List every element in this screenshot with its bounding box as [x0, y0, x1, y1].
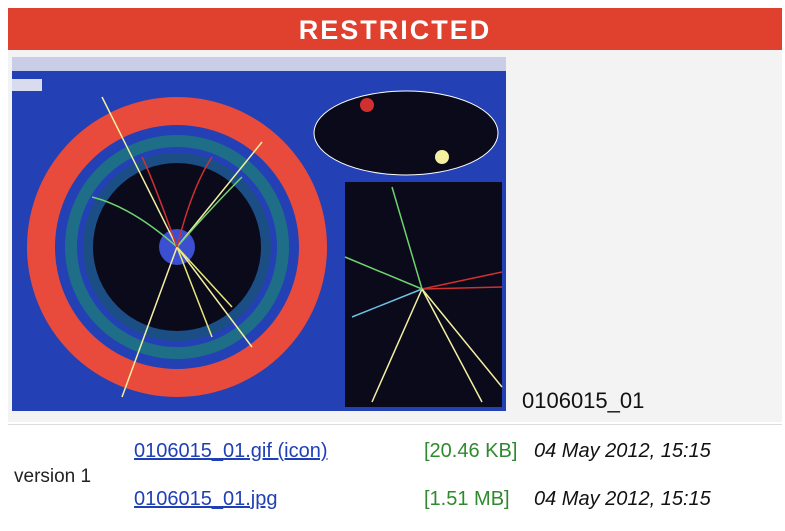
file-row: 0106015_01.gif (icon) [20.46 KB] 04 May …: [134, 440, 327, 463]
restricted-banner: RESTRICTED: [8, 8, 782, 50]
file-row: 0106015_01.jpg [1.51 MB] 04 May 2012, 15…: [134, 488, 277, 511]
file-size: [20.46 KB]: [424, 440, 517, 463]
image-caption: 0106015_01: [522, 388, 644, 414]
file-size: [1.51 MB]: [424, 488, 510, 511]
separator: [8, 424, 782, 425]
file-date: 04 May 2012, 15:15: [534, 440, 711, 463]
version-label: version 1: [14, 466, 91, 488]
file-link[interactable]: 0106015_01.gif (icon): [134, 440, 327, 462]
page: {"banner": "RESTRICTED", "caption": "010…: [0, 0, 785, 531]
file-date: 04 May 2012, 15:15: [534, 488, 711, 511]
file-link[interactable]: 0106015_01.jpg: [134, 488, 277, 510]
event-display-image: [12, 57, 506, 411]
